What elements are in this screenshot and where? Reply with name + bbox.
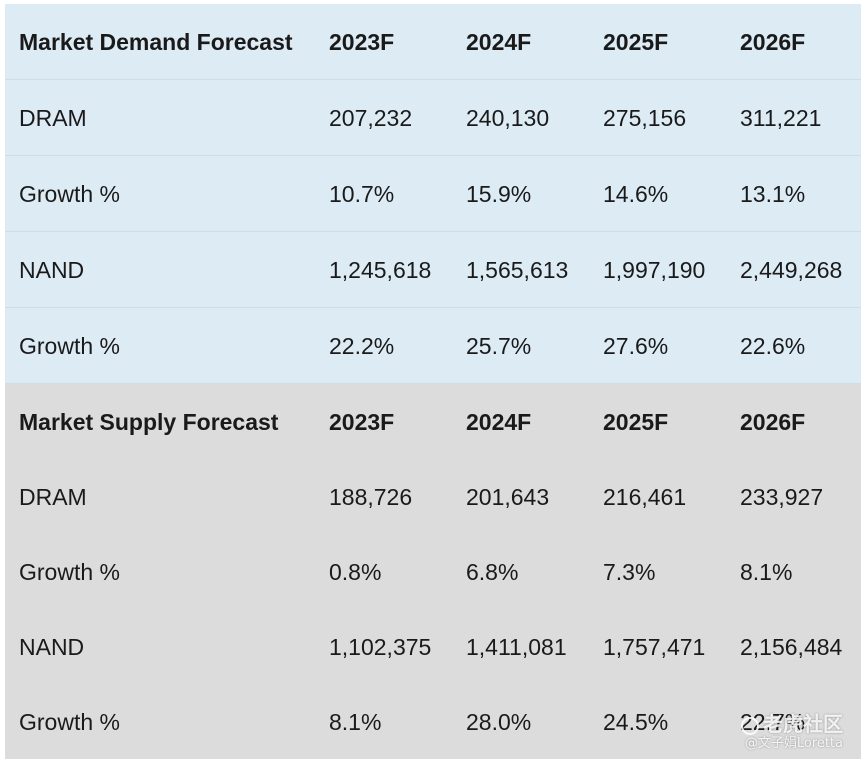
table-cell: 311,221 bbox=[726, 79, 861, 156]
year-header: 2024F bbox=[452, 4, 589, 80]
table-cell: 28.0% bbox=[452, 684, 589, 759]
table-row: DRAM 188,726 201,643 216,461 233,927 bbox=[5, 459, 861, 534]
year-header: 2024F bbox=[452, 383, 589, 459]
row-label: DRAM bbox=[5, 459, 315, 534]
forecast-table: Market Demand Forecast 2023F 2024F 2025F… bbox=[5, 4, 861, 759]
row-label: NAND bbox=[5, 609, 315, 684]
table-row: Growth % 0.8% 6.8% 7.3% 8.1% bbox=[5, 534, 861, 609]
table-cell: 27.6% bbox=[589, 307, 726, 384]
table-row: DRAM 207,232 240,130 275,156 311,221 bbox=[5, 79, 861, 156]
row-label: Growth % bbox=[5, 684, 315, 759]
supply-section-title: Market Supply Forecast bbox=[5, 383, 315, 459]
row-label: DRAM bbox=[5, 79, 315, 156]
table-cell: 2,449,268 bbox=[726, 231, 861, 308]
table-cell: 2,156,484 bbox=[726, 609, 861, 684]
table-cell: 1,997,190 bbox=[589, 231, 726, 308]
table-cell: 22.2% bbox=[315, 307, 452, 384]
table-row: Growth % 8.1% 28.0% 24.5% 22.7% bbox=[5, 684, 861, 759]
table-cell: 15.9% bbox=[452, 155, 589, 232]
row-label: Growth % bbox=[5, 155, 315, 232]
table-cell: 13.1% bbox=[726, 155, 861, 232]
table-cell: 0.8% bbox=[315, 534, 452, 609]
year-header: 2023F bbox=[315, 383, 452, 459]
table-cell: 275,156 bbox=[589, 79, 726, 156]
table-cell: 24.5% bbox=[589, 684, 726, 759]
table-row: Growth % 10.7% 15.9% 14.6% 13.1% bbox=[5, 155, 861, 232]
table-row: Growth % 22.2% 25.7% 27.6% 22.6% bbox=[5, 307, 861, 384]
table-cell: 22.6% bbox=[726, 307, 861, 384]
table-cell: 240,130 bbox=[452, 79, 589, 156]
watermark: 老虎社区 @文子娟Loretta bbox=[741, 712, 843, 752]
watermark-brand: 老虎社区 bbox=[763, 712, 843, 736]
row-label: Growth % bbox=[5, 307, 315, 384]
watermark-handle: @文子娟Loretta bbox=[744, 736, 843, 751]
table-row: NAND 1,102,375 1,411,081 1,757,471 2,156… bbox=[5, 609, 861, 684]
year-header: 2025F bbox=[589, 383, 726, 459]
year-header: 2026F bbox=[726, 383, 861, 459]
year-header: 2025F bbox=[589, 4, 726, 80]
table-cell: 188,726 bbox=[315, 459, 452, 534]
year-header: 2023F bbox=[315, 4, 452, 80]
table-cell: 216,461 bbox=[589, 459, 726, 534]
forecast-table-container: Market Demand Forecast 2023F 2024F 2025F… bbox=[5, 4, 861, 762]
table-cell: 1,245,618 bbox=[315, 231, 452, 308]
demand-section-title: Market Demand Forecast bbox=[5, 4, 315, 80]
supply-header-row: Market Supply Forecast 2023F 2024F 2025F… bbox=[5, 383, 861, 459]
table-cell: 1,757,471 bbox=[589, 609, 726, 684]
tiger-logo-icon bbox=[741, 716, 759, 735]
table-cell: 8.1% bbox=[726, 534, 861, 609]
table-cell: 10.7% bbox=[315, 155, 452, 232]
year-header: 2026F bbox=[726, 4, 861, 80]
demand-header-row: Market Demand Forecast 2023F 2024F 2025F… bbox=[5, 4, 861, 80]
table-cell: 233,927 bbox=[726, 459, 861, 534]
table-cell: 1,102,375 bbox=[315, 609, 452, 684]
table-cell: 1,411,081 bbox=[452, 609, 589, 684]
table-cell: 14.6% bbox=[589, 155, 726, 232]
table-cell: 207,232 bbox=[315, 79, 452, 156]
table-row: NAND 1,245,618 1,565,613 1,997,190 2,449… bbox=[5, 231, 861, 308]
table-cell: 6.8% bbox=[452, 534, 589, 609]
table-cell: 7.3% bbox=[589, 534, 726, 609]
table-cell: 8.1% bbox=[315, 684, 452, 759]
table-cell: 25.7% bbox=[452, 307, 589, 384]
row-label: NAND bbox=[5, 231, 315, 308]
table-cell: 201,643 bbox=[452, 459, 589, 534]
row-label: Growth % bbox=[5, 534, 315, 609]
table-cell: 1,565,613 bbox=[452, 231, 589, 308]
